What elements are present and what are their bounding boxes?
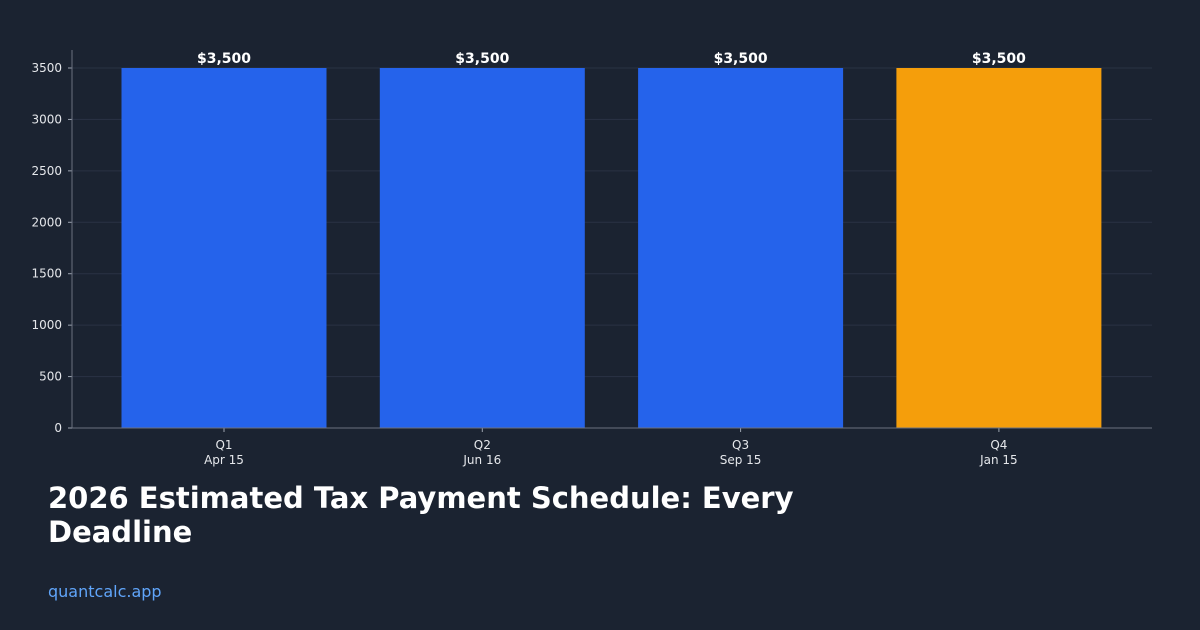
bar bbox=[121, 68, 327, 428]
y-tick-label: 0 bbox=[54, 421, 62, 435]
value-label: $3,500 bbox=[972, 51, 1026, 67]
x-tick-label: Q1 Apr 15 bbox=[204, 438, 244, 467]
y-tick-label: 1000 bbox=[31, 318, 62, 332]
value-label: $3,500 bbox=[455, 51, 509, 67]
bar bbox=[379, 68, 585, 428]
bar bbox=[638, 68, 844, 428]
value-label: $3,500 bbox=[714, 51, 768, 67]
bar bbox=[896, 68, 1102, 428]
y-tick-label: 500 bbox=[39, 370, 62, 384]
y-tick-label: 2500 bbox=[31, 164, 62, 178]
y-tick-label: 1500 bbox=[31, 267, 62, 281]
value-label: $3,500 bbox=[197, 51, 251, 67]
y-tick-label: 3500 bbox=[31, 61, 62, 75]
x-tick-label: Q4 Jan 15 bbox=[980, 438, 1018, 467]
chart-title: 2026 Estimated Tax Payment Schedule: Eve… bbox=[48, 481, 794, 549]
x-tick-label: Q3 Sep 15 bbox=[719, 438, 762, 467]
y-tick-label: 2000 bbox=[31, 215, 62, 229]
x-tick-label: Q2 Jun 16 bbox=[463, 438, 502, 467]
y-tick-label: 3000 bbox=[31, 112, 62, 126]
source: quantcalc.app bbox=[48, 582, 162, 601]
